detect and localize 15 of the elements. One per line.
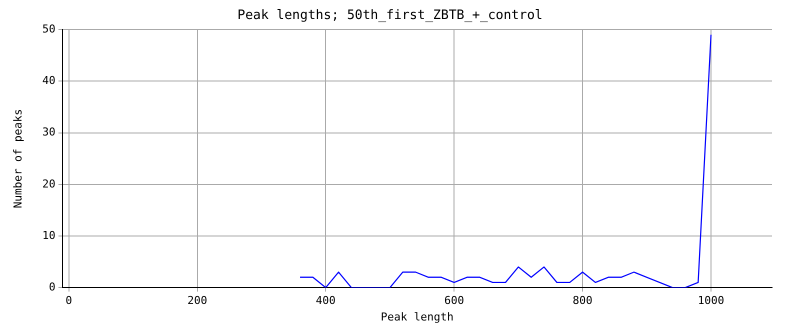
chart-title: Peak lengths; 50th_first_ZBTB_+_control <box>237 8 543 24</box>
x-tick-label: 600 <box>444 294 464 308</box>
y-tick-label: 10 <box>42 228 56 242</box>
x-tick-label: 400 <box>316 294 336 308</box>
y-tick-label: 50 <box>42 22 56 36</box>
y-tick-label: 40 <box>42 74 56 88</box>
y-tick-label: 0 <box>48 280 56 294</box>
x-tick-label: 1000 <box>698 294 724 308</box>
y-tick-label: 30 <box>42 126 56 139</box>
x-tick-label: 200 <box>187 294 208 308</box>
x-tick-label: 0 <box>66 294 72 308</box>
y-axis-title: Number of peaks <box>11 108 24 208</box>
x-axis-title: Peak length <box>380 310 454 324</box>
x-tick-label: 800 <box>572 294 593 308</box>
y-tick-label: 20 <box>42 177 56 190</box>
